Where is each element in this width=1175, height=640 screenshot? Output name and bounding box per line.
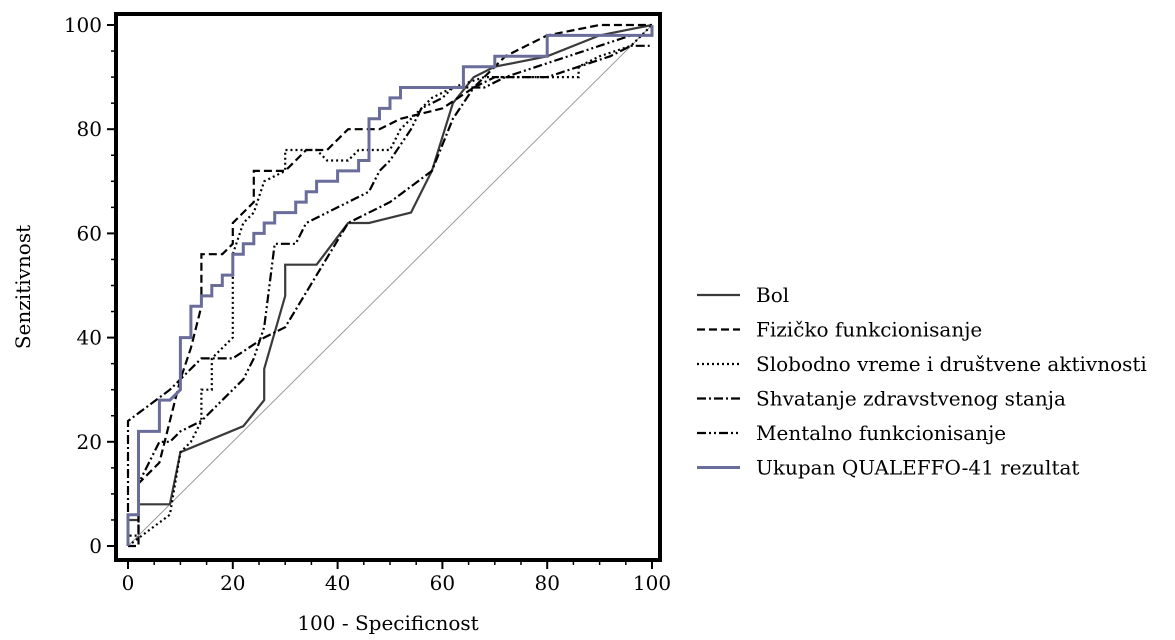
y-axis-label: Senzitivnost [11, 225, 35, 349]
series-line-2 [128, 23, 652, 548]
x-tick-label: 40 [325, 571, 350, 595]
legend-label-1: Bol [756, 283, 789, 307]
series-line-3 [127, 24, 653, 547]
y-tick-label: 100 [64, 13, 102, 37]
series-line-5 [126, 34, 652, 546]
legend-label-6: Ukupan QUALEFFO-41 rezultat [756, 456, 1079, 480]
legend-label-2: Fizičko funkcionisanje [756, 318, 982, 342]
legend-label-3: Slobodno vreme i društvene aktivnosti [756, 352, 1147, 376]
legend-label-5: Mentalno funkcionisanje [756, 421, 1006, 445]
reference-diagonal-line [127, 24, 653, 547]
legend: Bol Fizičko funkcionisanje Slobodno vreme … [697, 283, 1147, 480]
x-tick-label: 100 [633, 571, 671, 595]
x-tick-label: 20 [220, 571, 245, 595]
y-tick-label: 0 [89, 534, 102, 558]
x-tick-label: 60 [430, 571, 455, 595]
legend-label-4: Shvatanje zdravstvenog stanja [756, 387, 1066, 411]
x-tick-label: 80 [534, 571, 559, 595]
series-line-4 [126, 44, 652, 546]
plot-area-frame [114, 12, 662, 562]
y-tick-label: 40 [77, 326, 102, 350]
axis-ticks-layer: 0 20 40 60 80 100 0 20 40 60 80 100 [64, 13, 671, 595]
x-axis-label: 100 - Specificnost [297, 611, 478, 635]
y-tick-label: 20 [77, 430, 102, 454]
x-tick-label: 0 [122, 571, 135, 595]
series-layer [126, 23, 654, 548]
y-tick-label: 80 [77, 117, 102, 141]
series-line-1 [126, 23, 653, 546]
y-tick-label: 60 [77, 221, 102, 245]
series-line-6 [126, 25, 654, 546]
